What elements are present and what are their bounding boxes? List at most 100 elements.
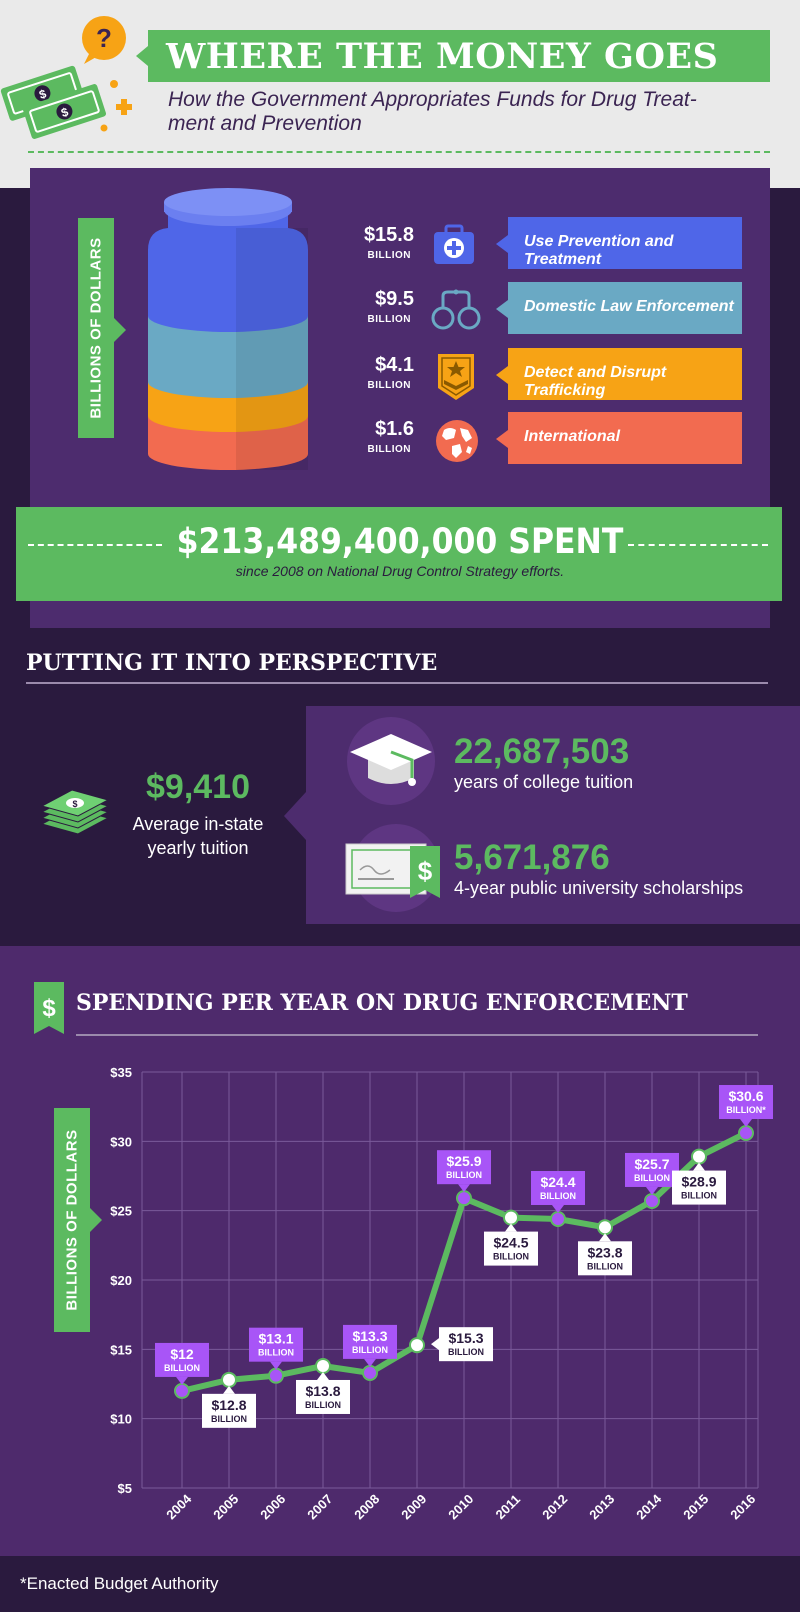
callout-box <box>296 1379 350 1414</box>
total-band <box>16 507 782 601</box>
callout-tail <box>646 1186 658 1195</box>
data-label: $23.8 <box>587 1244 622 1260</box>
x-tick-label: 2012 <box>539 1491 570 1522</box>
data-label-unit: BILLION <box>587 1261 623 1271</box>
category-notch <box>496 300 508 318</box>
data-label: $13.3 <box>352 1328 387 1344</box>
callout-tail <box>552 1204 564 1213</box>
x-tick-label: 2007 <box>304 1491 335 1522</box>
amount-unit: BILLION <box>367 314 411 325</box>
callout-box <box>155 1342 209 1377</box>
perspective-notch <box>284 792 306 840</box>
x-tick-label: 2006 <box>257 1491 288 1522</box>
data-point <box>268 1367 284 1384</box>
total-subtext: since 2008 on National Drug Control Stra… <box>235 563 565 579</box>
line-chart: $5 $10 $15 $20 $25 $30 $35 2004 2005 2006 2007 2008… <box>110 1065 773 1523</box>
data-label-unit: BILLION <box>164 1363 200 1373</box>
callout-tail <box>364 1358 376 1367</box>
tuition-label: Average in-state yearly tuition <box>132 814 264 858</box>
chart-title-divider <box>76 1034 758 1036</box>
stat-scholarships: 5,671,876 <box>454 838 610 877</box>
data-label-unit: BILLION <box>634 1173 670 1183</box>
data-label: $12 <box>170 1346 194 1362</box>
callout-box <box>625 1152 679 1187</box>
page-title: WHERE THE MONEY GOES <box>166 36 719 77</box>
data-point <box>503 1209 519 1226</box>
perspective-title: PUTTING IT INTO PERSPECTIVE <box>26 650 438 676</box>
data-point <box>644 1192 660 1209</box>
x-tick-label: 2008 <box>351 1491 382 1522</box>
callout-tail <box>458 1184 470 1193</box>
y-tick-label: $5 <box>118 1481 132 1496</box>
callout-box <box>437 1150 491 1185</box>
data-label-unit: BILLION <box>540 1191 576 1201</box>
callout-box <box>531 1170 585 1205</box>
x-tick-label: 2015 <box>680 1491 711 1522</box>
x-tick-label: 2013 <box>586 1491 617 1522</box>
svg-text:$: $ <box>37 86 48 101</box>
chart-title: SPENDING PER YEAR ON DRUG ENFORCEMENT <box>76 990 688 1016</box>
data-label-unit: BILLION <box>352 1345 388 1355</box>
chart-y-axis-label: BILLIONS OF DOLLARS <box>54 1108 90 1332</box>
first-aid-kit-icon <box>434 224 474 264</box>
callout-box <box>343 1324 397 1359</box>
graduation-cap-icon <box>347 717 435 805</box>
stat-tuition-years-label: years of college tuition <box>454 772 634 792</box>
x-tick-label: 2011 <box>493 1492 524 1523</box>
amount-unit: BILLION <box>367 380 411 391</box>
subtitle-line-2: ment and Prevention <box>168 112 362 135</box>
data-label: $25.9 <box>446 1153 481 1169</box>
callout-tail <box>431 1338 439 1351</box>
data-label: $25.7 <box>634 1156 669 1172</box>
title-band <box>148 30 770 82</box>
money-question-icon: $ $ ? <box>0 16 132 139</box>
tuition-value: $9,410 <box>146 768 250 806</box>
data-label: $24.4 <box>540 1174 575 1190</box>
callout-box <box>439 1327 493 1362</box>
axis-notch <box>114 318 126 342</box>
data-label: $15.3 <box>448 1330 483 1346</box>
data-label: $28.9 <box>681 1174 716 1190</box>
y-tick-label: $15 <box>110 1342 132 1357</box>
amount-value: $4.1 <box>375 354 414 376</box>
callout-tail <box>693 1162 705 1171</box>
dash-left <box>28 544 162 546</box>
perspective-divider <box>26 682 768 684</box>
data-point <box>550 1210 566 1227</box>
data-point <box>738 1125 754 1142</box>
svg-text:$: $ <box>42 995 56 1022</box>
data-label: $13.1 <box>258 1331 293 1347</box>
page-subtitle: How the Government Appropriates Funds fo… <box>168 88 728 136</box>
total-spent: $213,489,400,000 SPENT <box>176 522 624 562</box>
amount-value: $9.5 <box>375 288 414 310</box>
category-notch <box>496 430 508 448</box>
y-tick-label: $30 <box>110 1134 132 1149</box>
amount-value: $15.8 <box>363 224 414 246</box>
data-label-unit: BILLION <box>211 1414 247 1424</box>
data-label-unit: BILLION <box>305 1400 341 1410</box>
title-notch <box>136 46 148 66</box>
data-label: $24.5 <box>493 1235 528 1251</box>
spending-chart-panel <box>0 946 800 1556</box>
cash-stack-icon: $ <box>40 789 110 835</box>
chart-axis-notch <box>90 1208 102 1232</box>
data-point <box>315 1357 331 1374</box>
category-domestic-law: Domestic Law Enforcement <box>508 282 742 334</box>
data-point <box>409 1337 425 1354</box>
data-point <box>174 1382 190 1399</box>
y-tick-label: $25 <box>110 1204 132 1219</box>
x-tick-label: 2016 <box>727 1491 758 1522</box>
category-use-prevention: Use Prevention and Treatment <box>508 217 742 269</box>
category-notch <box>496 235 508 253</box>
y-tick-label: $10 <box>110 1412 132 1427</box>
x-tick-label: 2010 <box>445 1491 476 1522</box>
x-tick-label: 2014 <box>633 1491 665 1523</box>
callout-tail <box>270 1361 282 1370</box>
x-tick-label: 2004 <box>163 1491 195 1523</box>
callout-box <box>719 1085 773 1120</box>
callout-box <box>672 1170 726 1205</box>
military-badge-icon <box>438 354 474 400</box>
callout-box <box>202 1393 256 1428</box>
x-tick-label: 2005 <box>210 1491 241 1522</box>
svg-text:$: $ <box>72 799 77 809</box>
